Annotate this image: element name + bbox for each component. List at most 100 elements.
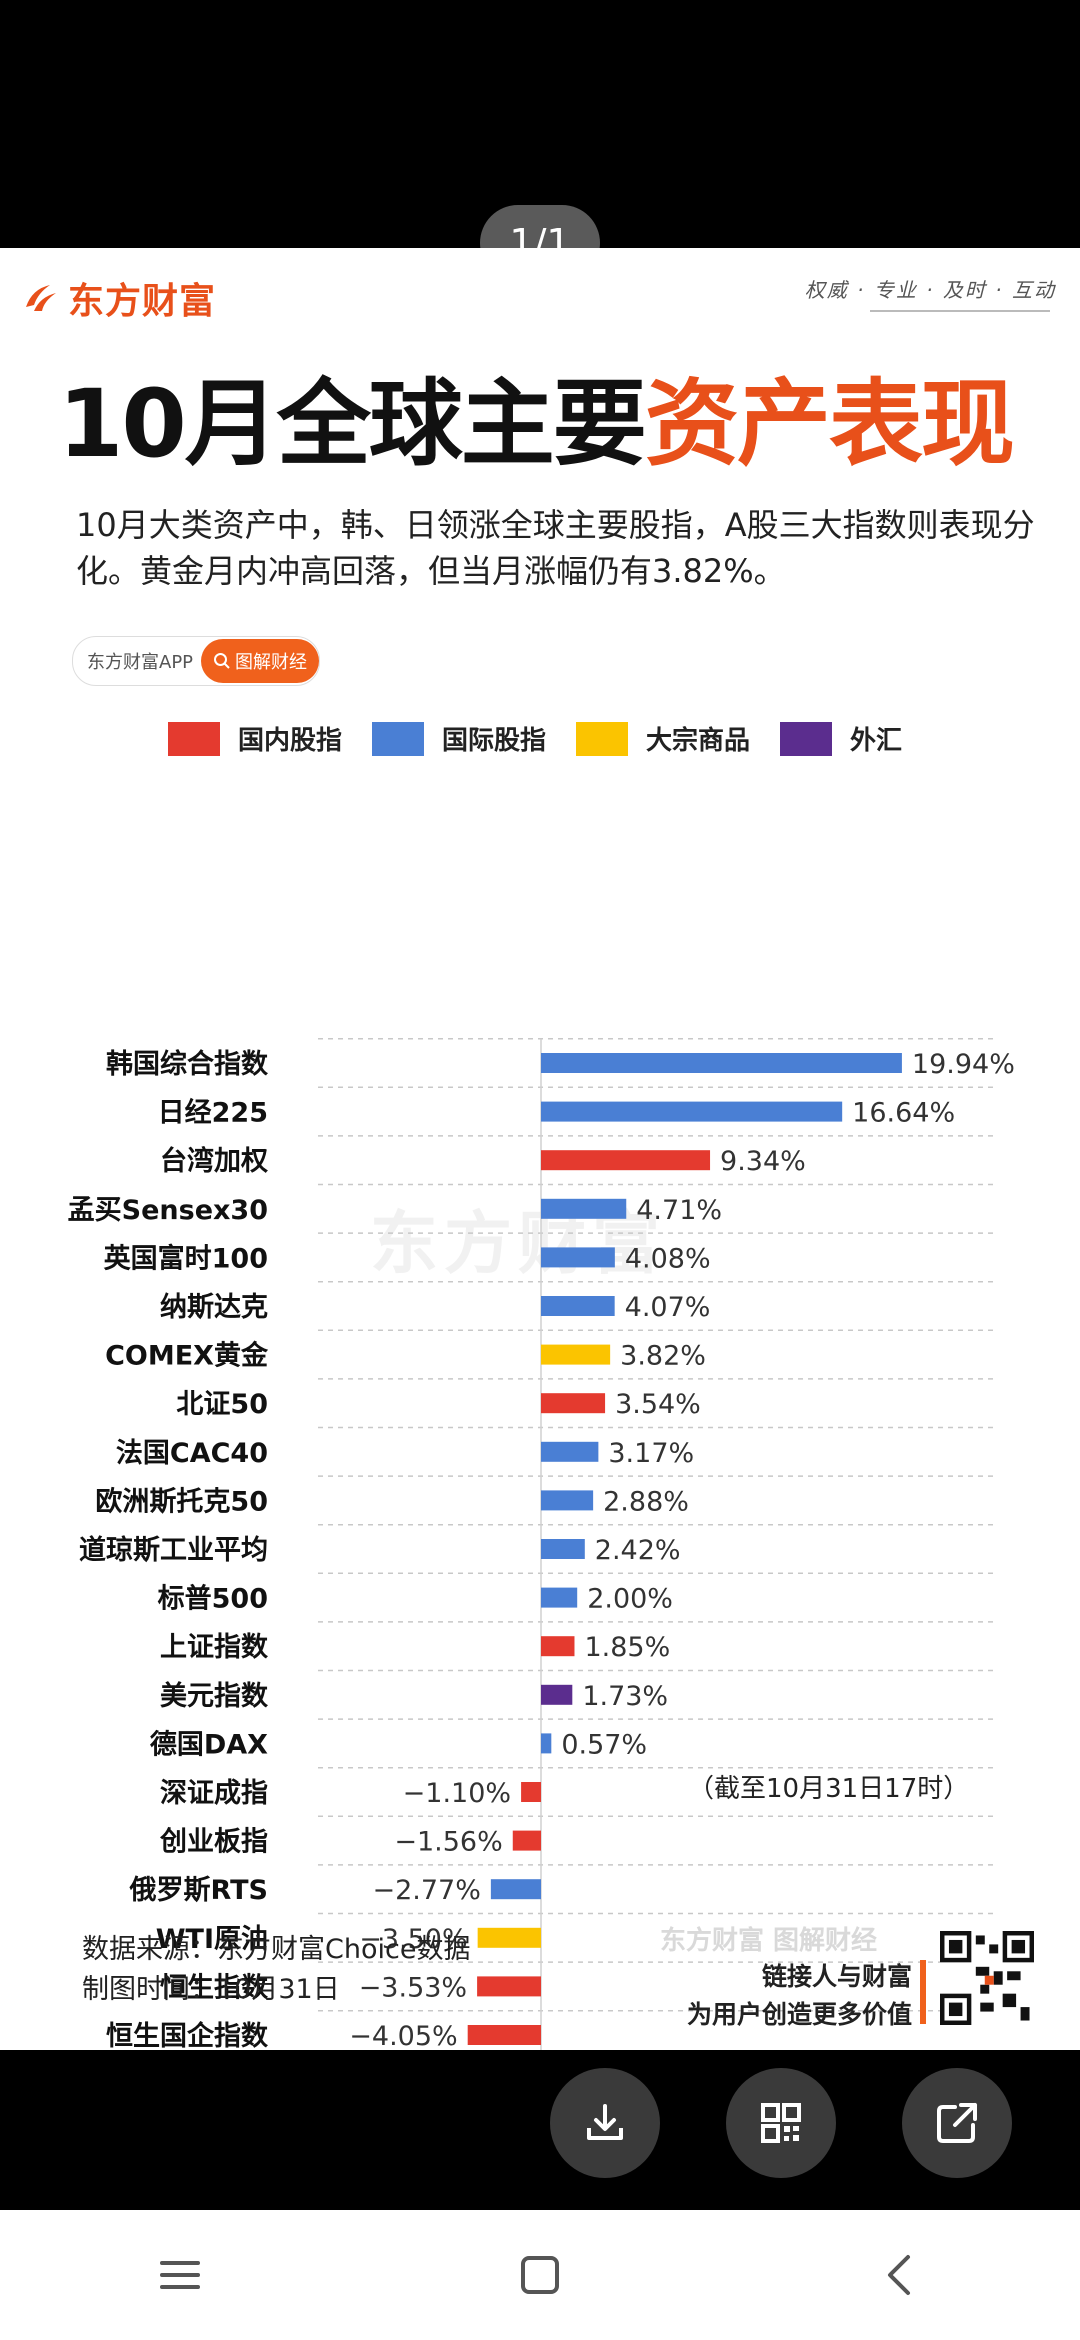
- legend-swatch: [780, 721, 833, 756]
- brand-logo: 东方财富: [22, 270, 216, 326]
- bar-12: [541, 1636, 575, 1657]
- data-label: 16.64%: [852, 1098, 955, 1129]
- legend-swatch: [576, 721, 629, 756]
- category-label: 俄罗斯RTS: [129, 1875, 268, 1906]
- search-icon: [214, 653, 230, 669]
- bar-7: [541, 1393, 606, 1414]
- share-icon: [937, 2103, 977, 2143]
- data-label: −3.50%: [359, 1924, 467, 1955]
- bar-2: [541, 1150, 711, 1171]
- category-label: 纳斯达克: [160, 1291, 268, 1323]
- bar-1: [541, 1101, 843, 1122]
- data-label: −1.10%: [403, 1778, 511, 1809]
- pill-tag-label: 图解财经: [235, 652, 307, 673]
- category-label: 孟买Sensex30: [68, 1195, 268, 1226]
- bar-8: [541, 1441, 599, 1462]
- data-label: 2.88%: [603, 1486, 689, 1517]
- footer-slogan: 链接人与财富 为用户创造更多价值: [687, 1958, 912, 2034]
- source-line: 数据来源：东方财富Choice数据: [82, 1934, 471, 1965]
- data-label: 2.00%: [587, 1584, 673, 1615]
- category-label: WTI原油: [156, 1924, 268, 1955]
- bar-14: [541, 1733, 552, 1754]
- data-label: 9.34%: [720, 1146, 806, 1177]
- bar-20: [467, 2025, 541, 2045]
- share-button[interactable]: [902, 2068, 1012, 2178]
- bar-15: [521, 1782, 541, 1802]
- bar-9: [541, 1490, 594, 1511]
- data-label: 3.17%: [608, 1438, 694, 1469]
- legend-label: 国际股指: [442, 726, 547, 756]
- lead-paragraph: 10月大类资产中，韩、日领涨全球主要股指，A股三大指数则表现分化。黄金月内冲高回…: [76, 506, 1035, 590]
- pill-tag: 图解财经: [201, 639, 319, 683]
- category-label: 韩国综合指数: [106, 1048, 269, 1080]
- category-label: 德国DAX: [150, 1729, 268, 1760]
- data-label: −4.05%: [349, 2021, 457, 2050]
- bar-18: [477, 1927, 541, 1948]
- cutoff-note: （截至10月31日17时）: [688, 1774, 970, 1804]
- data-label: 19.94%: [912, 1049, 1015, 1080]
- category-label: 欧洲斯托克50: [95, 1485, 268, 1517]
- legend-swatch: [168, 721, 220, 756]
- bar-5: [541, 1296, 615, 1316]
- bar-0: [541, 1053, 902, 1073]
- data-label: −1.56%: [394, 1827, 502, 1858]
- system-navigation-bar: [0, 2210, 1080, 2340]
- bar-3: [541, 1198, 627, 1219]
- legend-item-fx: 外汇: [780, 720, 902, 757]
- data-label: 1.73%: [582, 1681, 668, 1712]
- bar-chart: 19.94% 韩国综合指数 16.64% 日经225 9.34% 台湾加权 4.71% 孟买S…: [68, 1037, 1015, 2050]
- category-label: 深证成指: [160, 1778, 268, 1809]
- back-button[interactable]: [860, 2235, 940, 2315]
- legend-swatch: [372, 721, 425, 756]
- data-source: 数据来源：东方财富Choice数据 制图时间：10月31日: [82, 1930, 470, 2010]
- category-label: 北证50: [176, 1389, 268, 1420]
- bar-16: [512, 1830, 541, 1851]
- category-label: 标普500: [158, 1583, 268, 1615]
- title-part-black: 10月全球主要: [58, 370, 647, 479]
- brand-name: 东方财富: [68, 281, 217, 322]
- legend-label: 国内股指: [238, 726, 343, 756]
- category-label: 英国富时100: [104, 1242, 268, 1274]
- qr-code-icon: [761, 2103, 801, 2143]
- bar-11: [541, 1587, 578, 1608]
- category-label: 美元指数: [160, 1680, 269, 1712]
- legend-label: 大宗商品: [646, 726, 751, 756]
- category-label: COMEX黄金: [105, 1340, 269, 1372]
- data-label: 3.54%: [615, 1389, 701, 1420]
- category-label: 法国CAC40: [116, 1438, 268, 1469]
- qr-code-image: [940, 1931, 1034, 2025]
- category-label: 恒生指数: [160, 1972, 269, 2003]
- data-label: 4.08%: [625, 1243, 711, 1274]
- bar-4: [541, 1247, 615, 1268]
- legend-item-domestic: 国内股指: [168, 720, 342, 757]
- category-label: 道琼斯工业平均: [79, 1534, 268, 1566]
- home-button[interactable]: [500, 2235, 580, 2315]
- category-label: 创业板指: [159, 1827, 268, 1858]
- slogan-underline: [870, 310, 1050, 312]
- data-label: 3.82%: [620, 1341, 706, 1372]
- bar-17: [490, 1879, 541, 1900]
- legend-label: 外汇: [850, 726, 903, 756]
- bar-10: [541, 1539, 585, 1559]
- source-pill: 东方财富APP 图解财经: [72, 636, 320, 686]
- pill-app-name: 东方财富APP: [87, 652, 194, 673]
- data-label: 4.71%: [636, 1195, 722, 1226]
- time-line: 制图时间：10月31日: [82, 1974, 340, 2005]
- category-label: 日经225: [158, 1097, 268, 1129]
- brand-logo-icon: [26, 285, 56, 311]
- data-label: −3.53%: [359, 1972, 467, 2003]
- download-button[interactable]: [550, 2068, 660, 2178]
- footer-accent-bar: [920, 1960, 926, 2024]
- download-icon: [587, 2104, 623, 2140]
- back-icon: [888, 2255, 910, 2295]
- footer-slogan-line1: 链接人与财富: [761, 1962, 912, 1991]
- poster-image[interactable]: 东方财富 权威 · 专业 · 及时 · 互动 10月全球主要资产表现 10月大类…: [0, 248, 1080, 2050]
- bar-13: [541, 1684, 573, 1705]
- qr-scan-button[interactable]: [726, 2068, 836, 2178]
- legend-item-commodity: 大宗商品: [576, 720, 750, 757]
- title-part-orange: 资产表现: [644, 370, 1015, 479]
- data-label: 0.57%: [561, 1729, 647, 1760]
- category-label: 恒生国企指数: [106, 2020, 269, 2050]
- footer-slogan-line2: 为用户创造更多价值: [686, 2000, 912, 2029]
- recents-button[interactable]: [140, 2235, 220, 2315]
